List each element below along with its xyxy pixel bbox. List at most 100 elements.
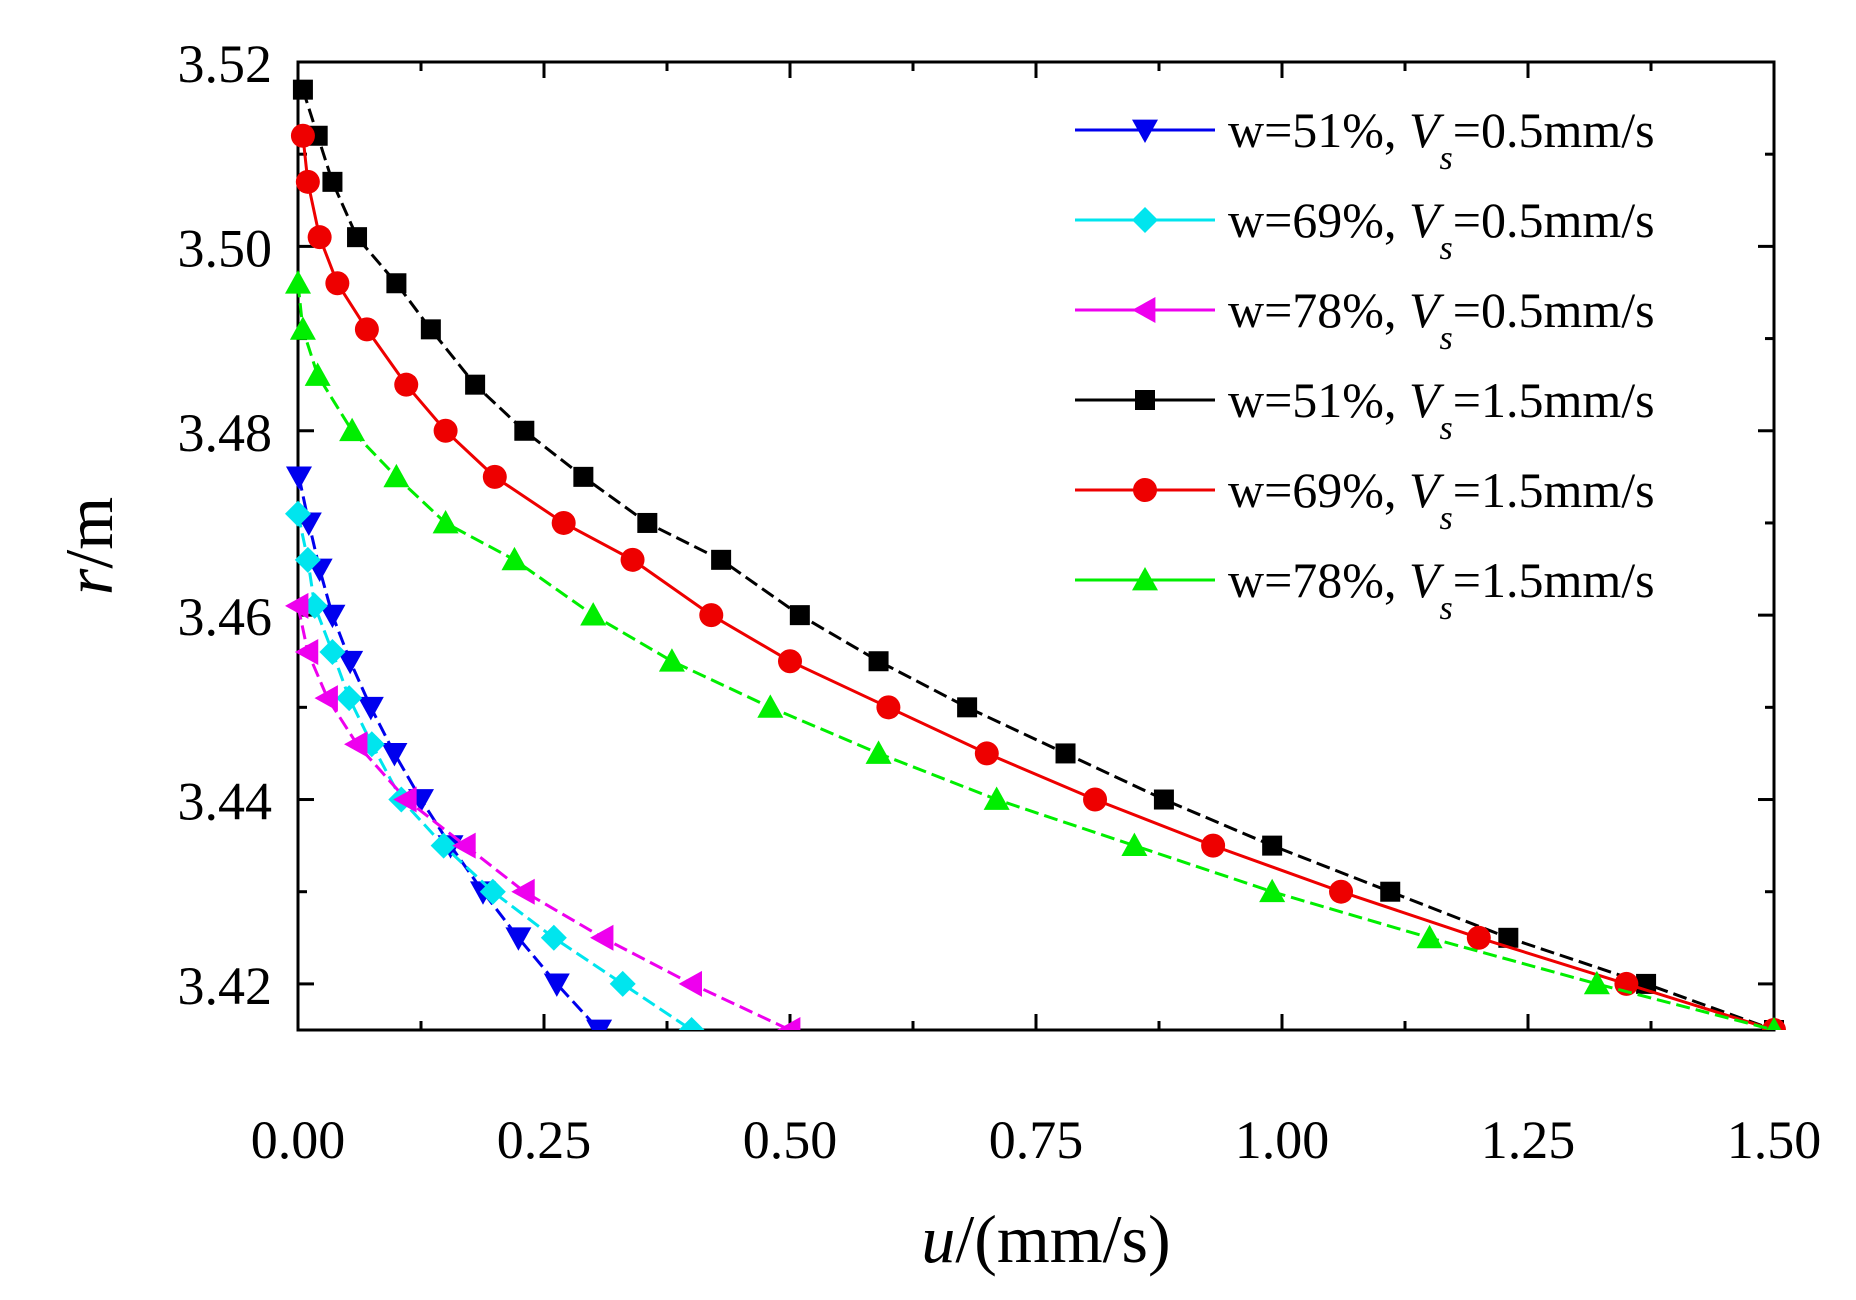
legend-label: w=51%, Vs=0.5mm/s bbox=[1228, 102, 1655, 177]
data-point bbox=[1416, 924, 1443, 949]
x-tick-label: 0.25 bbox=[497, 1110, 592, 1170]
legend-item: w=69%, Vs=1.5mm/s bbox=[1075, 462, 1655, 537]
axes: 0.00 0.25 0.50 0.75 1.00 1.25 1.50 3.42 3.44 3.46… bbox=[178, 34, 1822, 1170]
data-point bbox=[1329, 879, 1354, 904]
axis-titles: u/(mm/s) r/m bbox=[51, 497, 1171, 1277]
data-point bbox=[580, 602, 607, 626]
legend-label: w=69%, Vs=0.5mm/s bbox=[1228, 192, 1655, 267]
data-point bbox=[1201, 833, 1226, 858]
data-point bbox=[294, 546, 321, 573]
series-line bbox=[296, 605, 791, 1030]
data-point bbox=[347, 227, 368, 248]
data-point bbox=[865, 740, 892, 764]
legend-item: w=51%, Vs=0.5mm/s bbox=[1075, 102, 1655, 177]
legend-marker bbox=[1135, 390, 1155, 410]
x-tick-label: 0.75 bbox=[989, 1110, 1084, 1170]
data-point bbox=[319, 639, 346, 666]
legend-marker bbox=[1132, 207, 1158, 233]
data-point bbox=[501, 546, 528, 571]
data-point bbox=[505, 927, 532, 951]
data-point bbox=[452, 832, 476, 859]
data-point bbox=[711, 549, 732, 570]
data-point bbox=[285, 500, 311, 527]
data-point bbox=[304, 362, 331, 386]
legend-marker bbox=[1132, 297, 1156, 323]
x-tick-label: 1.50 bbox=[1727, 1110, 1822, 1170]
legend-item: w=78%, Vs=1.5mm/s bbox=[1075, 552, 1655, 627]
data-point bbox=[777, 1204, 803, 1227]
data-point bbox=[551, 510, 576, 535]
data-point bbox=[292, 79, 313, 100]
data-point bbox=[1121, 832, 1148, 857]
data-point bbox=[777, 1063, 803, 1089]
y-tick-label: 3.50 bbox=[178, 218, 273, 278]
data-point bbox=[631, 1066, 657, 1089]
data-point bbox=[393, 786, 417, 813]
legend-item: w=69%, Vs=0.5mm/s bbox=[1075, 192, 1655, 267]
data-point bbox=[590, 924, 614, 951]
data-point bbox=[383, 463, 410, 488]
data-point bbox=[974, 741, 999, 766]
data-point bbox=[876, 695, 901, 720]
data-point bbox=[294, 639, 319, 666]
data-point bbox=[957, 697, 978, 718]
x-tick-label: 1.00 bbox=[1235, 1110, 1330, 1170]
data-point bbox=[433, 418, 458, 443]
plot-series bbox=[285, 79, 1786, 1227]
y-tick-label: 3.46 bbox=[178, 587, 273, 647]
data-point bbox=[357, 696, 384, 721]
data-point bbox=[1466, 925, 1491, 950]
series-line bbox=[297, 476, 602, 1030]
data-point bbox=[354, 317, 379, 342]
data-point bbox=[658, 648, 685, 672]
legend-marker bbox=[1132, 567, 1158, 591]
data-point bbox=[289, 316, 316, 340]
legend-marker bbox=[1133, 478, 1157, 502]
data-point bbox=[285, 592, 309, 619]
data-point bbox=[1380, 881, 1401, 902]
legend-item: w=51%, Vs=1.5mm/s bbox=[1075, 372, 1655, 447]
data-point bbox=[620, 547, 645, 572]
data-point bbox=[285, 270, 311, 294]
data-point bbox=[540, 924, 567, 951]
data-point bbox=[337, 650, 364, 675]
data-point bbox=[699, 603, 724, 628]
data-point bbox=[420, 319, 441, 340]
data-point bbox=[465, 374, 486, 395]
data-point bbox=[381, 743, 408, 767]
x-axis-title: u/(mm/s) bbox=[921, 1201, 1170, 1277]
x-tick-label: 1.25 bbox=[1481, 1110, 1576, 1170]
y-tick-label: 3.52 bbox=[178, 34, 273, 94]
data-point bbox=[307, 225, 332, 250]
data-point bbox=[757, 694, 784, 718]
series-line bbox=[296, 513, 696, 1030]
data-point bbox=[778, 649, 802, 674]
legend-label: w=69%, Vs=1.5mm/s bbox=[1228, 462, 1655, 537]
data-point bbox=[482, 464, 507, 489]
y-tick-label: 3.48 bbox=[178, 403, 273, 463]
series-5 bbox=[290, 123, 1786, 1030]
data-point bbox=[573, 466, 594, 487]
y-tick-label: 3.44 bbox=[178, 772, 273, 832]
y-axis-title: r/m bbox=[51, 497, 127, 595]
data-point bbox=[678, 1017, 705, 1030]
legend: w=51%, Vs=0.5mm/s w=69%, Vs=0.5mm/s w=78%,… bbox=[1075, 102, 1655, 627]
data-point bbox=[586, 1019, 613, 1030]
data-point bbox=[637, 512, 658, 533]
data-point bbox=[322, 171, 343, 192]
data-point bbox=[868, 651, 889, 672]
x-tick-label: 0.50 bbox=[743, 1110, 838, 1170]
data-point bbox=[479, 878, 506, 905]
data-point bbox=[336, 685, 363, 712]
data-point bbox=[514, 420, 535, 441]
data-point bbox=[285, 466, 312, 490]
data-point bbox=[678, 970, 702, 997]
data-point bbox=[339, 417, 366, 442]
data-point bbox=[1083, 787, 1108, 812]
data-point bbox=[777, 1017, 801, 1030]
data-point bbox=[314, 685, 338, 712]
data-point bbox=[1498, 927, 1519, 948]
data-point bbox=[1766, 1017, 1782, 1030]
data-point bbox=[789, 605, 810, 626]
